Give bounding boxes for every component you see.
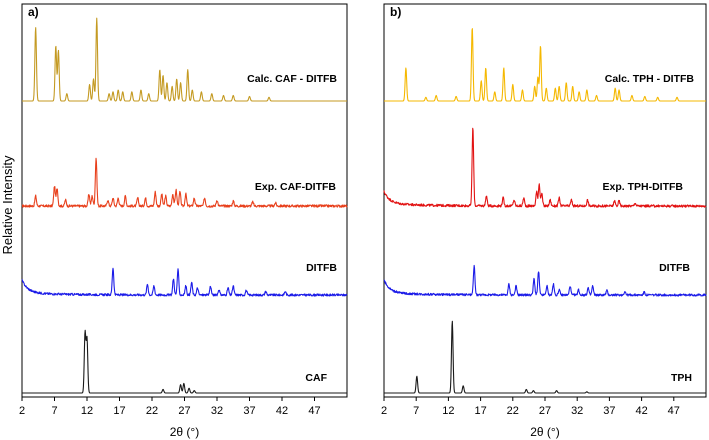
series-line-ditfb [383, 264, 707, 297]
x-tick-label: 27 [539, 405, 551, 417]
x-tick-label: 42 [276, 405, 288, 417]
series-label-calc-tph-ditfb: Calc. TPH - DITFB [605, 73, 695, 85]
panel-label: a) [28, 5, 39, 19]
y-axis-label: Relative Intensity [0, 155, 15, 254]
series-label-exp-tph-ditfb: Exp. TPH-DITFB [603, 181, 684, 193]
series-line-calc-tph-ditfb [383, 28, 707, 102]
x-tick-label: 12 [442, 405, 454, 417]
series-label-ditfb: DITFB [306, 262, 337, 274]
series-line-tph [383, 320, 707, 394]
series-label-calc-caf-ditfb: Calc. CAF - DITFB [247, 73, 337, 85]
x-tick-label: 37 [243, 405, 255, 417]
series-line-exp-caf-ditfb [21, 157, 348, 208]
series-label-ditfb: DITFB [659, 262, 690, 274]
x-tick-label: 22 [507, 405, 519, 417]
x-tick-label: 7 [413, 405, 419, 417]
series-line-ditfb [21, 267, 348, 297]
x-tick-label: 47 [668, 405, 680, 417]
series-label-caf: CAF [305, 372, 327, 384]
x-tick-label: 17 [474, 405, 486, 417]
x-tick-label: 2 [381, 405, 387, 417]
x-tick-label: 27 [178, 405, 190, 417]
x-axis-label: 2θ (°) [170, 425, 199, 439]
x-tick-label: 42 [635, 405, 647, 417]
plot-frame [383, 3, 707, 398]
x-tick-label: 47 [308, 405, 320, 417]
x-tick-label: 37 [603, 405, 615, 417]
x-tick-label: 12 [81, 405, 93, 417]
x-tick-label: 22 [146, 405, 158, 417]
panel-label: b) [390, 5, 401, 19]
series-line-caf [21, 329, 348, 394]
x-tick-label: 7 [51, 405, 57, 417]
x-tick-label: 32 [211, 405, 223, 417]
x-axis-label: 2θ (°) [530, 425, 559, 439]
x-tick-label: 17 [113, 405, 125, 417]
x-tick-label: 32 [571, 405, 583, 417]
x-tick-label: 2 [19, 405, 25, 417]
series-label-tph: TPH [671, 372, 692, 384]
series-label-exp-caf-ditfb: Exp. CAF-DITFB [255, 181, 336, 193]
series-line-exp-tph-ditfb [383, 127, 707, 208]
series-line-calc-caf-ditfb [21, 17, 348, 102]
